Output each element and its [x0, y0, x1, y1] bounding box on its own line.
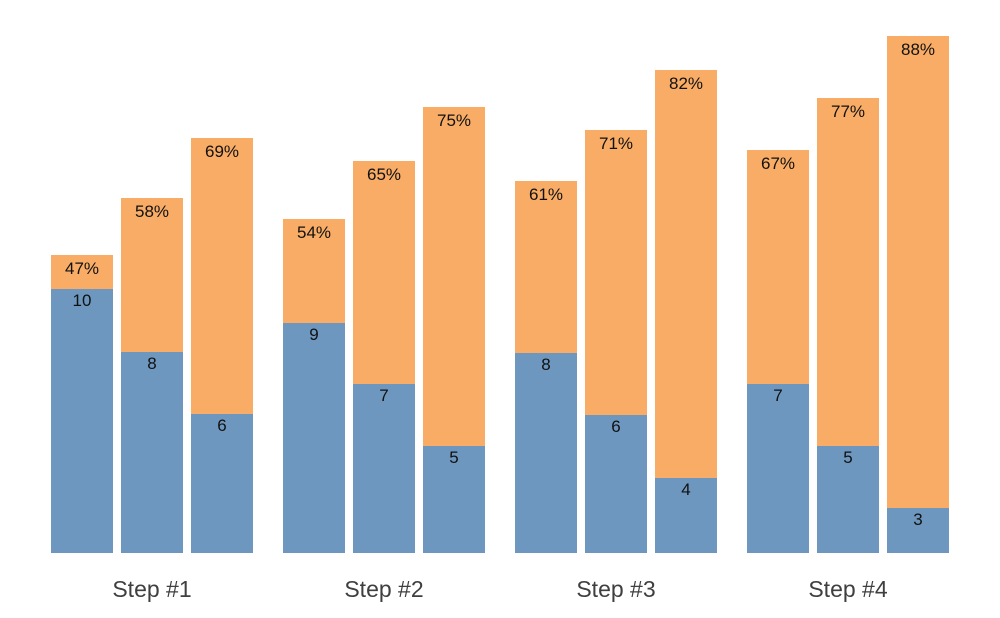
count-label: 9 [309, 325, 319, 344]
percent-label: 47% [64, 259, 100, 278]
bar-segment-count [191, 414, 253, 553]
percent-label: 71% [598, 134, 634, 153]
bar-segment-percent [191, 138, 253, 414]
count-label: 7 [773, 386, 783, 405]
bar-segment-count [423, 446, 485, 553]
count-label: 7 [379, 386, 389, 405]
percent-label: 77% [830, 102, 866, 121]
count-label: 6 [217, 416, 227, 435]
percent-label: 67% [760, 154, 796, 173]
count-label: 5 [843, 448, 853, 467]
bar-segment-percent [817, 98, 879, 446]
bar-segment-count [817, 446, 879, 553]
bar-segment-count [515, 353, 577, 553]
bar-segment-percent [283, 219, 345, 323]
bar-segment-percent [353, 161, 415, 384]
bar-segment-count [655, 478, 717, 553]
category-label: Step #3 [576, 576, 656, 602]
percent-label: 82% [668, 74, 704, 93]
bar-segment-percent [515, 181, 577, 353]
category-label: Step #1 [112, 576, 192, 602]
category-label: Step #2 [344, 576, 424, 602]
bar-segment-count [121, 352, 183, 553]
percent-label: 58% [134, 202, 170, 221]
bar-segment-count [51, 289, 113, 553]
bar-segment-count [585, 415, 647, 553]
bar-segment-percent [585, 130, 647, 415]
percent-label: 61% [528, 185, 564, 204]
bar-segment-percent [887, 36, 949, 508]
percent-label: 69% [204, 142, 240, 161]
percent-label: 65% [366, 165, 402, 184]
category-label: Step #4 [808, 576, 888, 602]
count-label: 10 [72, 291, 92, 310]
percent-label: 88% [900, 40, 936, 59]
count-label: 3 [913, 510, 923, 529]
bar-segment-percent [121, 198, 183, 352]
bar-segment-percent [423, 107, 485, 446]
bar-segment-count [887, 508, 949, 553]
bar-segment-percent [747, 150, 809, 384]
percent-label: 54% [296, 223, 332, 242]
count-label: 5 [449, 448, 459, 467]
bar-segment-percent [51, 255, 113, 289]
count-label: 8 [147, 354, 157, 373]
percent-label: 75% [436, 111, 472, 130]
bar-segment-percent [655, 70, 717, 478]
bar-segment-count [353, 384, 415, 553]
bar-segment-count [283, 323, 345, 553]
count-label: 8 [541, 355, 551, 374]
count-label: 6 [611, 417, 621, 436]
count-label: 4 [681, 480, 691, 499]
bar-segment-count [747, 384, 809, 553]
